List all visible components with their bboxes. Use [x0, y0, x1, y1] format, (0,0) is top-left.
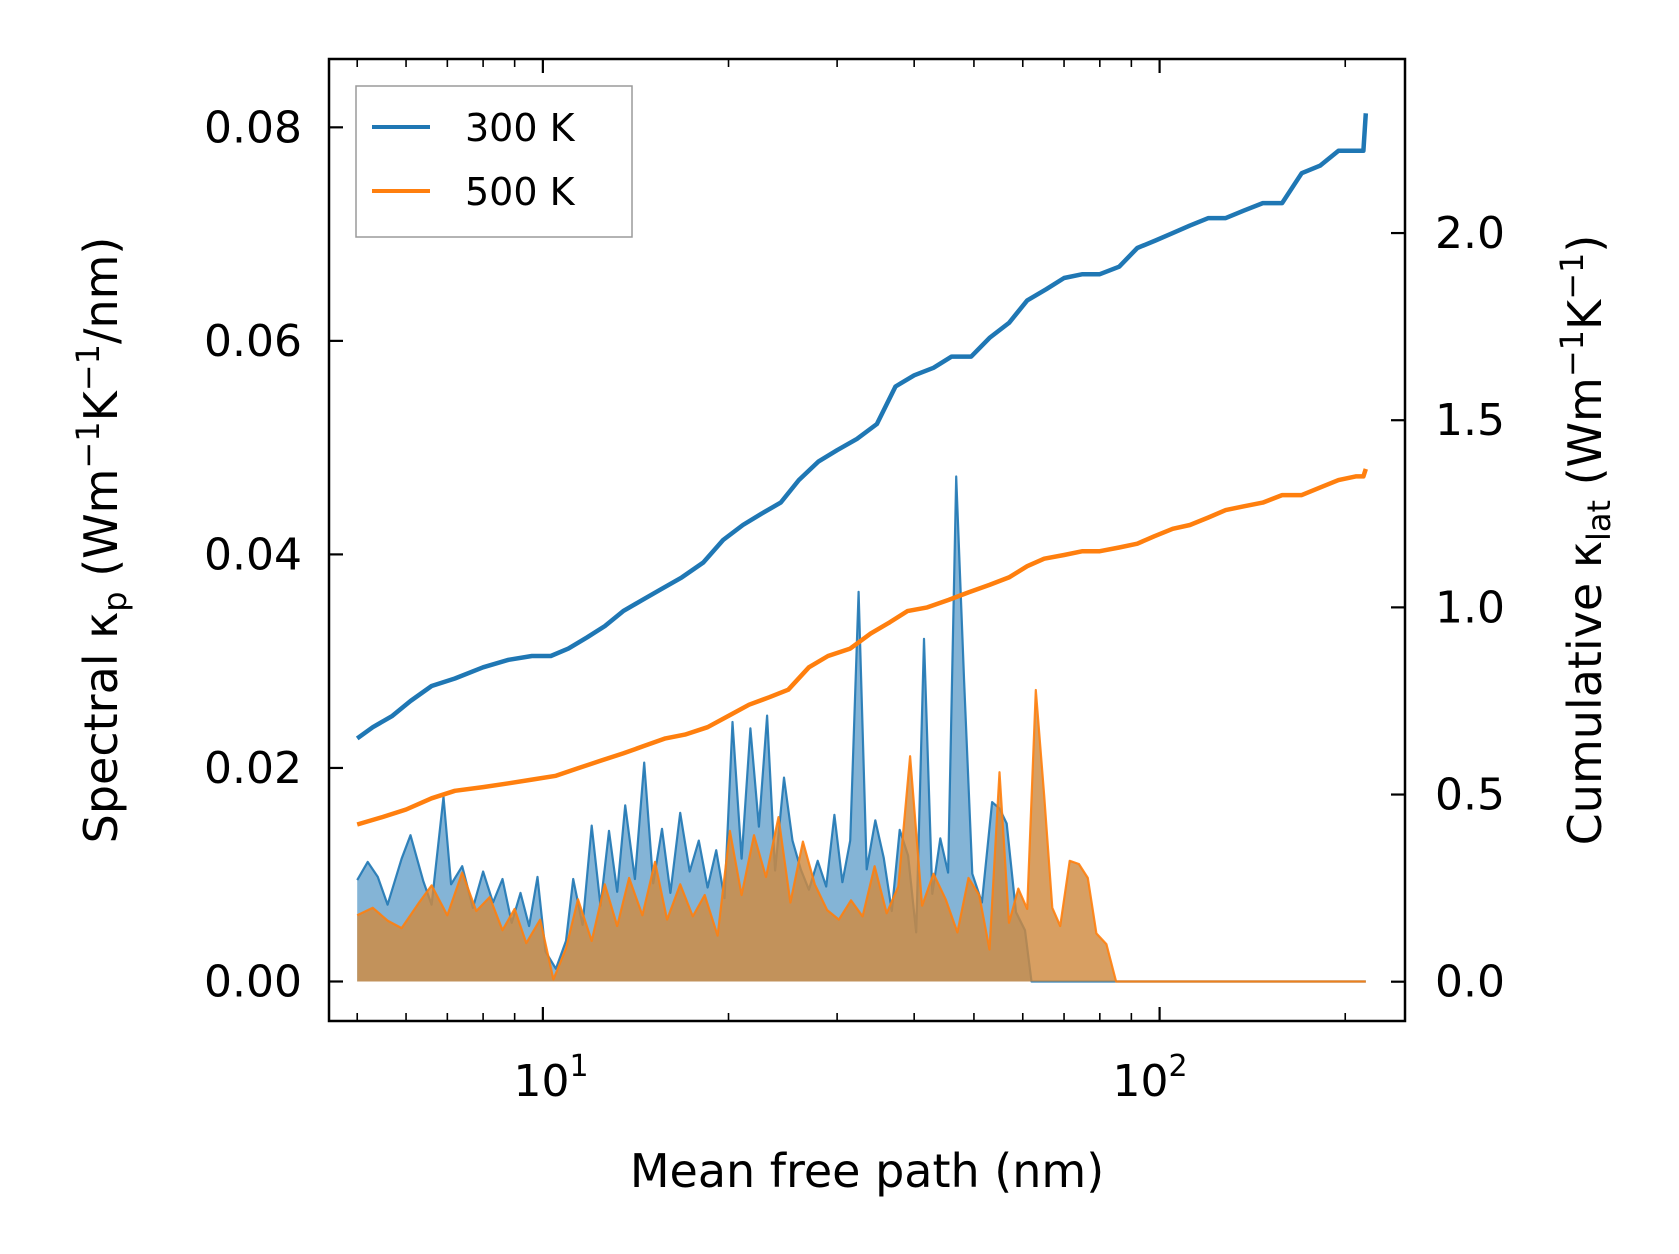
cumulative-line-500k: [356, 468, 1368, 827]
spectral-fills: [356, 475, 1366, 983]
right-y-tick-label: 1.0: [1435, 582, 1505, 633]
right-y-tick-label: 1.5: [1435, 395, 1505, 446]
left-y-tick-label: 0.06: [204, 316, 302, 367]
left-y-tick-label: 0.08: [204, 102, 302, 153]
ticks: 0.00 0.02 0.04 0.06 0.08 0.0 0.5 1.0 1.5 2.0: [204, 59, 1505, 1021]
left-y-tick-label: 0.00: [204, 956, 302, 1007]
x-tick-label-100: 102: [1112, 1049, 1187, 1107]
legend-label-500k: 500 K: [465, 170, 576, 214]
right-y-axis-label: Cumulative κlat (Wm−1K−1): [1553, 235, 1618, 846]
left-y-tick-label: 0.04: [204, 529, 302, 580]
left-y-axis-label: Spectral κp (Wm−1K−1/nm): [69, 237, 134, 844]
cumulative-line-300k: [355, 113, 1369, 741]
right-y-tick-label: 2.0: [1435, 208, 1505, 259]
left-y-tick-label: 0.02: [204, 743, 302, 794]
spectral-area-300k: [357, 476, 1366, 982]
right-y-tick-label: 0.5: [1435, 770, 1505, 821]
right-y-tick-label: 0.0: [1435, 957, 1505, 1008]
plot-frame: [327, 57, 1407, 1023]
spectral-area-500k: [357, 690, 1366, 982]
x-tick-label-10: 101: [513, 1049, 588, 1107]
spectral-edge-500k: [356, 688, 1366, 983]
x-axis-label: Mean free path (nm): [630, 1144, 1104, 1198]
legend-label-300k: 300 K: [465, 106, 576, 150]
cumulative-lines: [355, 113, 1369, 827]
legend-frame: [355, 85, 633, 238]
legend: 300 K 500 K: [355, 85, 633, 238]
